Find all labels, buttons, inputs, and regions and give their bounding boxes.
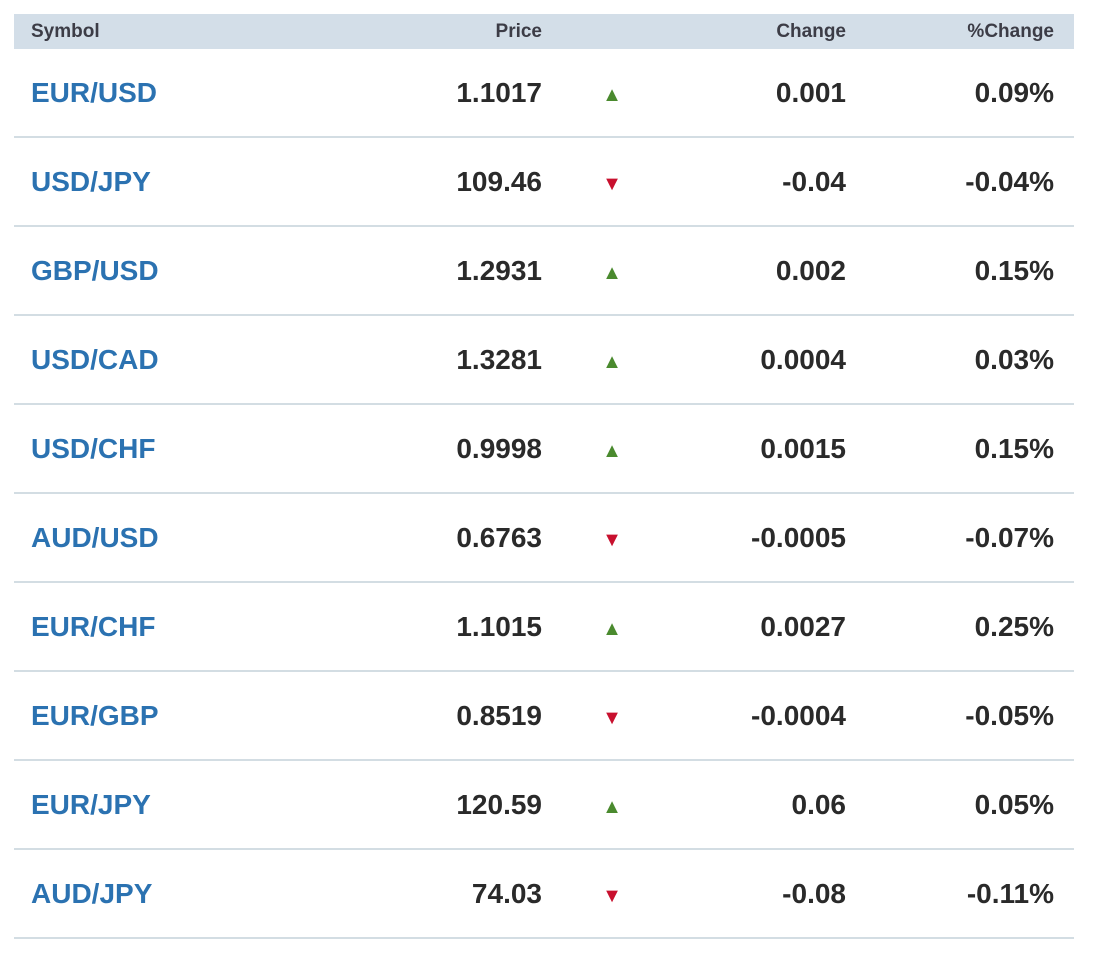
table-row: GBP/USD 1.2931 ▲ 0.002 0.15% [14, 227, 1074, 316]
arrow-up-icon: ▲ [602, 351, 622, 373]
change: -0.08 [782, 877, 846, 909]
header-pct-change[interactable]: %Change [967, 20, 1054, 42]
price: 1.3281 [456, 343, 542, 375]
price: 109.46 [456, 165, 542, 197]
pct-change: -0.11% [966, 877, 1054, 909]
pct-change: 0.05% [974, 788, 1054, 820]
change: 0.06 [791, 788, 847, 820]
header-price[interactable]: Price [495, 20, 542, 42]
table-row: USD/CHF 0.9998 ▲ 0.0015 0.15% [14, 405, 1074, 494]
arrow-up-icon: ▲ [602, 618, 622, 640]
table-body: EUR/USD 1.1017 ▲ 0.001 0.09% USD/JPY 109.46 ▼ -0… [14, 49, 1074, 939]
symbol-link[interactable]: USD/CHF [31, 432, 156, 464]
price: 1.1017 [456, 76, 542, 108]
arrow-down-icon: ▼ [602, 529, 622, 551]
price: 0.6763 [456, 521, 542, 553]
arrow-up-icon: ▲ [602, 440, 622, 462]
symbol-link[interactable]: GBP/USD [31, 254, 159, 286]
price: 120.59 [456, 788, 542, 820]
pct-change: 0.09% [974, 76, 1054, 108]
header-change[interactable]: Change [776, 20, 846, 42]
change: 0.0027 [760, 610, 846, 642]
table-row: EUR/CHF 1.1015 ▲ 0.0027 0.25% [14, 583, 1074, 672]
price: 0.8519 [456, 699, 542, 731]
pct-change: -0.07% [965, 521, 1054, 553]
symbol-link[interactable]: USD/JPY [31, 165, 151, 197]
symbol-link[interactable]: AUD/JPY [31, 877, 153, 909]
pct-change: 0.03% [974, 343, 1054, 375]
arrow-down-icon: ▼ [602, 885, 622, 907]
change: 0.0004 [760, 343, 846, 375]
arrow-down-icon: ▼ [602, 707, 622, 729]
pct-change: 0.25% [974, 610, 1054, 642]
symbol-link[interactable]: EUR/JPY [31, 788, 151, 820]
pct-change: 0.15% [974, 432, 1054, 464]
currency-quotes-table: Symbol Price Change %Change EUR/USD 1.101… [14, 14, 1074, 939]
table-row: EUR/JPY 120.59 ▲ 0.06 0.05% [14, 761, 1074, 850]
table-row: USD/CAD 1.3281 ▲ 0.0004 0.03% [14, 316, 1074, 405]
header-symbol[interactable]: Symbol [31, 20, 100, 42]
change: -0.0004 [751, 699, 846, 731]
table-row: AUD/USD 0.6763 ▼ -0.0005 -0.07% [14, 494, 1074, 583]
table-row: USD/JPY 109.46 ▼ -0.04 -0.04% [14, 138, 1074, 227]
symbol-link[interactable]: USD/CAD [31, 343, 159, 375]
arrow-up-icon: ▲ [602, 796, 622, 818]
arrow-up-icon: ▲ [602, 84, 622, 106]
symbol-link[interactable]: EUR/GBP [31, 699, 159, 731]
change: 0.001 [775, 76, 846, 108]
pct-change: -0.04% [965, 165, 1054, 197]
symbol-link[interactable]: EUR/CHF [31, 610, 156, 642]
symbol-link[interactable]: AUD/USD [31, 521, 159, 553]
price: 1.1015 [456, 610, 542, 642]
change: -0.04 [782, 165, 846, 197]
table-row: EUR/USD 1.1017 ▲ 0.001 0.09% [14, 49, 1074, 138]
price: 74.03 [471, 877, 542, 909]
table-row: AUD/JPY 74.03 ▼ -0.08 -0.11% [14, 850, 1074, 939]
change: -0.0005 [751, 521, 846, 553]
pct-change: 0.15% [974, 254, 1054, 286]
arrow-down-icon: ▼ [602, 173, 622, 195]
arrow-up-icon: ▲ [602, 262, 622, 284]
pct-change: -0.05% [965, 699, 1054, 731]
change: 0.0015 [760, 432, 846, 464]
change: 0.002 [775, 254, 846, 286]
price: 0.9998 [456, 432, 542, 464]
price: 1.2931 [456, 254, 542, 286]
symbol-link[interactable]: EUR/USD [31, 76, 158, 108]
table-header: Symbol Price Change %Change [14, 14, 1074, 49]
table-row: EUR/GBP 0.8519 ▼ -0.0004 -0.05% [14, 672, 1074, 761]
